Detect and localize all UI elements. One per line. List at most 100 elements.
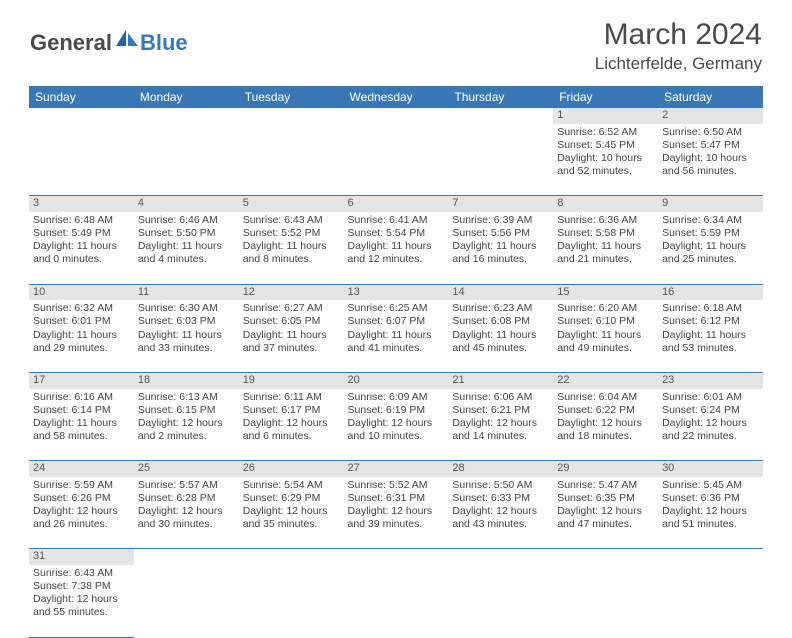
sunset-text: Sunset: 6:35 PM (557, 492, 654, 505)
calendar-day-cell (134, 565, 239, 637)
daynum-row: 24252627282930 (29, 461, 763, 477)
daylight-text: and 12 minutes. (348, 253, 445, 266)
calendar-day-cell: Sunrise: 6:48 AMSunset: 5:49 PMDaylight:… (29, 212, 134, 284)
daylight-text: and 14 minutes. (452, 430, 549, 443)
day-number-cell: 29 (553, 461, 658, 477)
daylight-text: and 26 minutes. (33, 518, 130, 531)
sunrise-text: Sunrise: 6:43 AM (33, 567, 130, 580)
sunrise-text: Sunrise: 5:47 AM (557, 479, 654, 492)
daylight-text: Daylight: 11 hours (452, 240, 549, 253)
weekday-header-row: SundayMondayTuesdayWednesdayThursdayFrid… (29, 86, 763, 108)
weekday-header: Friday (553, 86, 658, 108)
weekday-header: Sunday (29, 86, 134, 108)
daylight-text: and 39 minutes. (348, 518, 445, 531)
calendar-day-cell: Sunrise: 5:57 AMSunset: 6:28 PMDaylight:… (134, 477, 239, 549)
day-number-cell: 16 (658, 284, 763, 300)
calendar-body: 12Sunrise: 6:52 AMSunset: 5:45 PMDayligh… (29, 108, 763, 637)
daylight-text: and 16 minutes. (452, 253, 549, 266)
daylight-text: Daylight: 11 hours (33, 417, 130, 430)
day-number-cell (239, 108, 344, 124)
day-number-cell (658, 549, 763, 565)
calendar-day-cell: Sunrise: 6:27 AMSunset: 6:05 PMDaylight:… (239, 300, 344, 372)
calendar-day-cell: Sunrise: 6:20 AMSunset: 6:10 PMDaylight:… (553, 300, 658, 372)
sunrise-text: Sunrise: 6:39 AM (452, 214, 549, 227)
daylight-text: and 37 minutes. (243, 342, 340, 355)
daylight-text: Daylight: 10 hours (557, 152, 654, 165)
sunset-text: Sunset: 6:07 PM (348, 315, 445, 328)
daylight-text: Daylight: 11 hours (557, 329, 654, 342)
sunrise-text: Sunrise: 6:43 AM (243, 214, 340, 227)
daylight-text: and 47 minutes. (557, 518, 654, 531)
daylight-text: and 43 minutes. (452, 518, 549, 531)
day-number-cell: 19 (239, 372, 344, 388)
sail-icon (114, 28, 140, 51)
sunset-text: Sunset: 6:31 PM (348, 492, 445, 505)
calendar-day-cell: Sunrise: 6:25 AMSunset: 6:07 PMDaylight:… (344, 300, 449, 372)
location-label: Lichterfelde, Germany (595, 54, 762, 74)
daynum-row: 17181920212223 (29, 372, 763, 388)
day-number-cell: 2 (658, 108, 763, 124)
sunrise-text: Sunrise: 6:46 AM (138, 214, 235, 227)
calendar-table: SundayMondayTuesdayWednesdayThursdayFrid… (29, 86, 763, 638)
calendar-day-cell: Sunrise: 6:09 AMSunset: 6:19 PMDaylight:… (344, 389, 449, 461)
daylight-text: Daylight: 11 hours (348, 240, 445, 253)
sunrise-text: Sunrise: 6:25 AM (348, 302, 445, 315)
sunset-text: Sunset: 6:10 PM (557, 315, 654, 328)
day-number-cell: 22 (553, 372, 658, 388)
daylight-text: Daylight: 12 hours (452, 505, 549, 518)
daylight-text: Daylight: 11 hours (33, 329, 130, 342)
page-title: March 2024 (595, 18, 762, 52)
sunset-text: Sunset: 5:50 PM (138, 227, 235, 240)
calendar-day-cell: Sunrise: 5:45 AMSunset: 6:36 PMDaylight:… (658, 477, 763, 549)
sunset-text: Sunset: 6:14 PM (33, 404, 130, 417)
sunrise-text: Sunrise: 6:34 AM (662, 214, 759, 227)
sunrise-text: Sunrise: 6:36 AM (557, 214, 654, 227)
sunrise-text: Sunrise: 6:23 AM (452, 302, 549, 315)
daylight-text: and 8 minutes. (243, 253, 340, 266)
calendar-day-cell (344, 565, 449, 637)
day-number-cell: 23 (658, 372, 763, 388)
weekday-header: Saturday (658, 86, 763, 108)
sunrise-text: Sunrise: 6:48 AM (33, 214, 130, 227)
daylight-text: and 51 minutes. (662, 518, 759, 531)
day-number-cell: 10 (29, 284, 134, 300)
calendar-day-cell: Sunrise: 6:01 AMSunset: 6:24 PMDaylight:… (658, 389, 763, 461)
weekday-header: Tuesday (239, 86, 344, 108)
daylight-text: and 29 minutes. (33, 342, 130, 355)
calendar-day-cell: Sunrise: 6:04 AMSunset: 6:22 PMDaylight:… (553, 389, 658, 461)
calendar-day-cell (448, 565, 553, 637)
calendar-day-cell: Sunrise: 6:50 AMSunset: 5:47 PMDaylight:… (658, 124, 763, 196)
daylight-text: Daylight: 11 hours (348, 329, 445, 342)
day-number-cell: 27 (344, 461, 449, 477)
calendar-day-cell (239, 124, 344, 196)
day-number-cell (448, 549, 553, 565)
daynum-row: 10111213141516 (29, 284, 763, 300)
daynum-row: 12 (29, 108, 763, 124)
calendar-day-cell: Sunrise: 5:59 AMSunset: 6:26 PMDaylight:… (29, 477, 134, 549)
sunrise-text: Sunrise: 6:41 AM (348, 214, 445, 227)
logo: General Blue (30, 28, 188, 57)
daylight-text: and 21 minutes. (557, 253, 654, 266)
day-number-cell: 3 (29, 196, 134, 212)
daylight-text: Daylight: 11 hours (33, 240, 130, 253)
daylight-text: Daylight: 11 hours (243, 329, 340, 342)
daylight-text: Daylight: 11 hours (138, 240, 235, 253)
sunrise-text: Sunrise: 6:01 AM (662, 391, 759, 404)
daylight-text: and 0 minutes. (33, 253, 130, 266)
daylight-text: Daylight: 12 hours (138, 505, 235, 518)
calendar-week-row: Sunrise: 6:43 AMSunset: 7:38 PMDaylight:… (29, 565, 763, 637)
calendar-day-cell: Sunrise: 6:18 AMSunset: 6:12 PMDaylight:… (658, 300, 763, 372)
calendar-day-cell (239, 565, 344, 637)
calendar-day-cell: Sunrise: 6:30 AMSunset: 6:03 PMDaylight:… (134, 300, 239, 372)
daylight-text: Daylight: 12 hours (348, 417, 445, 430)
daylight-text: and 25 minutes. (662, 253, 759, 266)
daylight-text: and 18 minutes. (557, 430, 654, 443)
weekday-header: Thursday (448, 86, 553, 108)
daylight-text: and 41 minutes. (348, 342, 445, 355)
sunrise-text: Sunrise: 6:52 AM (557, 126, 654, 139)
day-number-cell (344, 549, 449, 565)
calendar-day-cell: Sunrise: 6:46 AMSunset: 5:50 PMDaylight:… (134, 212, 239, 284)
daylight-text: and 22 minutes. (662, 430, 759, 443)
day-number-cell (134, 108, 239, 124)
daylight-text: Daylight: 11 hours (138, 329, 235, 342)
